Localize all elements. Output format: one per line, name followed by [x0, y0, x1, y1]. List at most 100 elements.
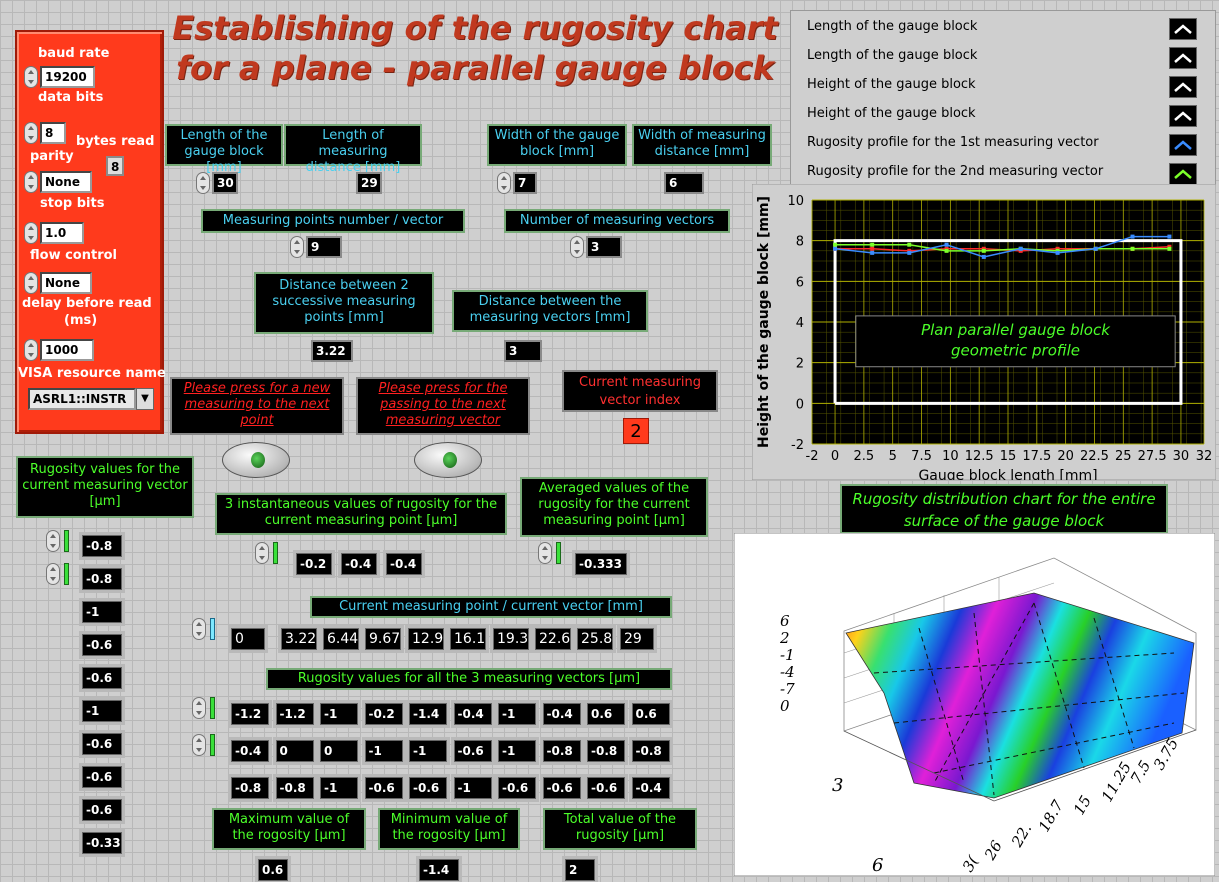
- current-point-cell: 19.3: [493, 628, 529, 650]
- z-tick-label: 2: [779, 629, 790, 647]
- x-axis-label: Gauge block length [mm]: [918, 468, 1097, 480]
- rugosity-vector-spinner-2[interactable]: [46, 563, 60, 585]
- averaged-value-label: Averaged values of the rugosity for the …: [520, 477, 708, 537]
- x-tick-label: 7.5: [911, 449, 932, 464]
- rugosity-vector-led-2: [64, 563, 69, 585]
- parity-spinner[interactable]: [24, 171, 38, 193]
- series-line: [834, 235, 1170, 258]
- current-vector-label: Current measuring vector index: [562, 370, 718, 412]
- block-outline: [833, 239, 1183, 405]
- serial-config-panel: [15, 30, 164, 434]
- legend-entry: Rugosity profile for the 1st measuring v…: [807, 135, 1099, 150]
- width-block-label: Width of the gauge block [mm]: [487, 124, 627, 166]
- y-tick-label: 6: [872, 855, 883, 876]
- new-point-button[interactable]: [222, 442, 290, 478]
- max-value-label: Maximum value of the rogosity [µm]: [212, 808, 366, 850]
- flow-control-spinner[interactable]: [24, 272, 38, 294]
- width-block-spinner[interactable]: [497, 172, 511, 194]
- rugosity-vector-spinner-1[interactable]: [46, 530, 60, 552]
- points-number-value[interactable]: 9: [306, 236, 342, 258]
- annotation-box: [855, 315, 1176, 368]
- z-tick-label: -1: [780, 646, 795, 664]
- next-vector-button-label[interactable]: Please press for the passing to the next…: [356, 377, 530, 435]
- y-tick-label: 2: [796, 357, 804, 372]
- data-point: [1167, 244, 1172, 249]
- rugosity-grid-cell: -0.6: [409, 777, 447, 799]
- width-measuring-label: Width of measuring distance [mm]: [632, 124, 772, 166]
- rugosity-grid-cell: -0.4: [453, 703, 492, 725]
- stop-bits-field[interactable]: 1.0: [40, 222, 84, 244]
- y-axis-label: Height of the gauge block [mm]: [756, 196, 772, 448]
- rugosity-vector-cell: -0.6: [82, 766, 122, 788]
- data-point: [944, 242, 949, 247]
- bytes-read-label: bytes read: [76, 134, 155, 149]
- rugosity-grid-cell: -0.8: [231, 777, 269, 799]
- rugosity-all-spinner-2[interactable]: [192, 734, 206, 756]
- parity-field[interactable]: None: [40, 171, 92, 193]
- rugosity-all-led-2: [210, 734, 215, 756]
- data-bits-spinner[interactable]: [24, 122, 38, 144]
- averaged-spinner[interactable]: [538, 542, 552, 564]
- data-point: [1018, 248, 1023, 253]
- chevron-down-icon[interactable]: ▼: [136, 388, 154, 410]
- data-point: [1093, 246, 1098, 251]
- x-tick-label: 12.5: [965, 449, 994, 464]
- total-value-label: Total value of the rugosity [µm]: [543, 808, 697, 850]
- vectors-number-value[interactable]: 3: [586, 236, 622, 258]
- y-tick-label: 6: [796, 275, 804, 290]
- length-measuring-label: Length of measuring distance [mm]: [284, 124, 422, 175]
- legend-swatch: [1169, 76, 1197, 98]
- vectors-number-spinner[interactable]: [570, 236, 584, 258]
- rugosity-grid-cell: -0.8: [542, 740, 581, 762]
- x-tick-label: 10: [942, 449, 959, 464]
- rugosity-all-spinner-1[interactable]: [192, 697, 206, 719]
- instantaneous-cell: -0.4: [341, 553, 377, 575]
- baud-rate-label: baud rate: [38, 46, 110, 61]
- stop-bits-spinner[interactable]: [24, 222, 38, 244]
- baud-rate-spinner[interactable]: [24, 66, 38, 88]
- page-title: Establishing of the rugosity chart for a…: [172, 9, 778, 87]
- max-value: 0.6: [258, 859, 288, 881]
- length-block-value[interactable]: 30: [212, 172, 238, 194]
- distance-points-label: Distance between 2 successive measuring …: [254, 272, 434, 334]
- current-point-cell: 0: [231, 628, 265, 650]
- flow-control-field[interactable]: None: [40, 272, 92, 294]
- baud-rate-field[interactable]: 19200: [40, 66, 95, 88]
- averaged-value: -0.333: [575, 553, 627, 575]
- rugosity-grid-cell: 0.6: [631, 703, 670, 725]
- data-point: [1055, 246, 1060, 251]
- visa-resource-select[interactable]: ASRL1::INSTR: [28, 388, 136, 410]
- width-block-value[interactable]: 7: [513, 172, 537, 194]
- instantaneous-spinner[interactable]: [255, 542, 269, 564]
- delay-field[interactable]: 1000: [40, 339, 94, 361]
- data-point: [907, 242, 912, 247]
- data-bits-field[interactable]: 8: [40, 122, 66, 144]
- data-point: [981, 254, 986, 259]
- y-tick-label: 10: [787, 194, 804, 209]
- rugosity-vector-cell: -0.33: [82, 832, 122, 854]
- current-point-spinner[interactable]: [192, 618, 206, 640]
- surface-chart-label: Rugosity distribution chart for the enti…: [840, 484, 1168, 534]
- current-point-label: Current measuring point / current vector…: [310, 596, 672, 618]
- data-point: [1167, 234, 1172, 239]
- min-value: -1.4: [419, 859, 459, 881]
- chart-annotation: geometric profile: [951, 342, 1080, 360]
- rugosity-grid-cell: -0.8: [587, 740, 625, 762]
- points-number-spinner[interactable]: [290, 236, 304, 258]
- min-value-label: Minimum value of the rogosity [µm]: [378, 808, 520, 850]
- points-number-label: Measuring points number / vector: [201, 209, 465, 233]
- x-tick-label: 15: [1000, 449, 1017, 464]
- data-point: [944, 248, 949, 253]
- next-vector-button[interactable]: [414, 442, 482, 478]
- rugosity-grid-cell: -1: [320, 777, 358, 799]
- delay-spinner[interactable]: [24, 339, 38, 361]
- rugosity-grid-cell: -0.4: [542, 703, 581, 725]
- bytes-read-value: 8: [106, 156, 124, 176]
- z-tick-label: -7: [780, 680, 795, 698]
- current-point-cell: 29: [620, 628, 654, 650]
- length-block-spinner[interactable]: [196, 172, 210, 194]
- data-point: [1130, 234, 1135, 239]
- rugosity-grid-cell: -0.2: [364, 703, 403, 725]
- new-point-button-label[interactable]: Please press for a new measuring to the …: [170, 377, 344, 435]
- data-point: [833, 246, 838, 251]
